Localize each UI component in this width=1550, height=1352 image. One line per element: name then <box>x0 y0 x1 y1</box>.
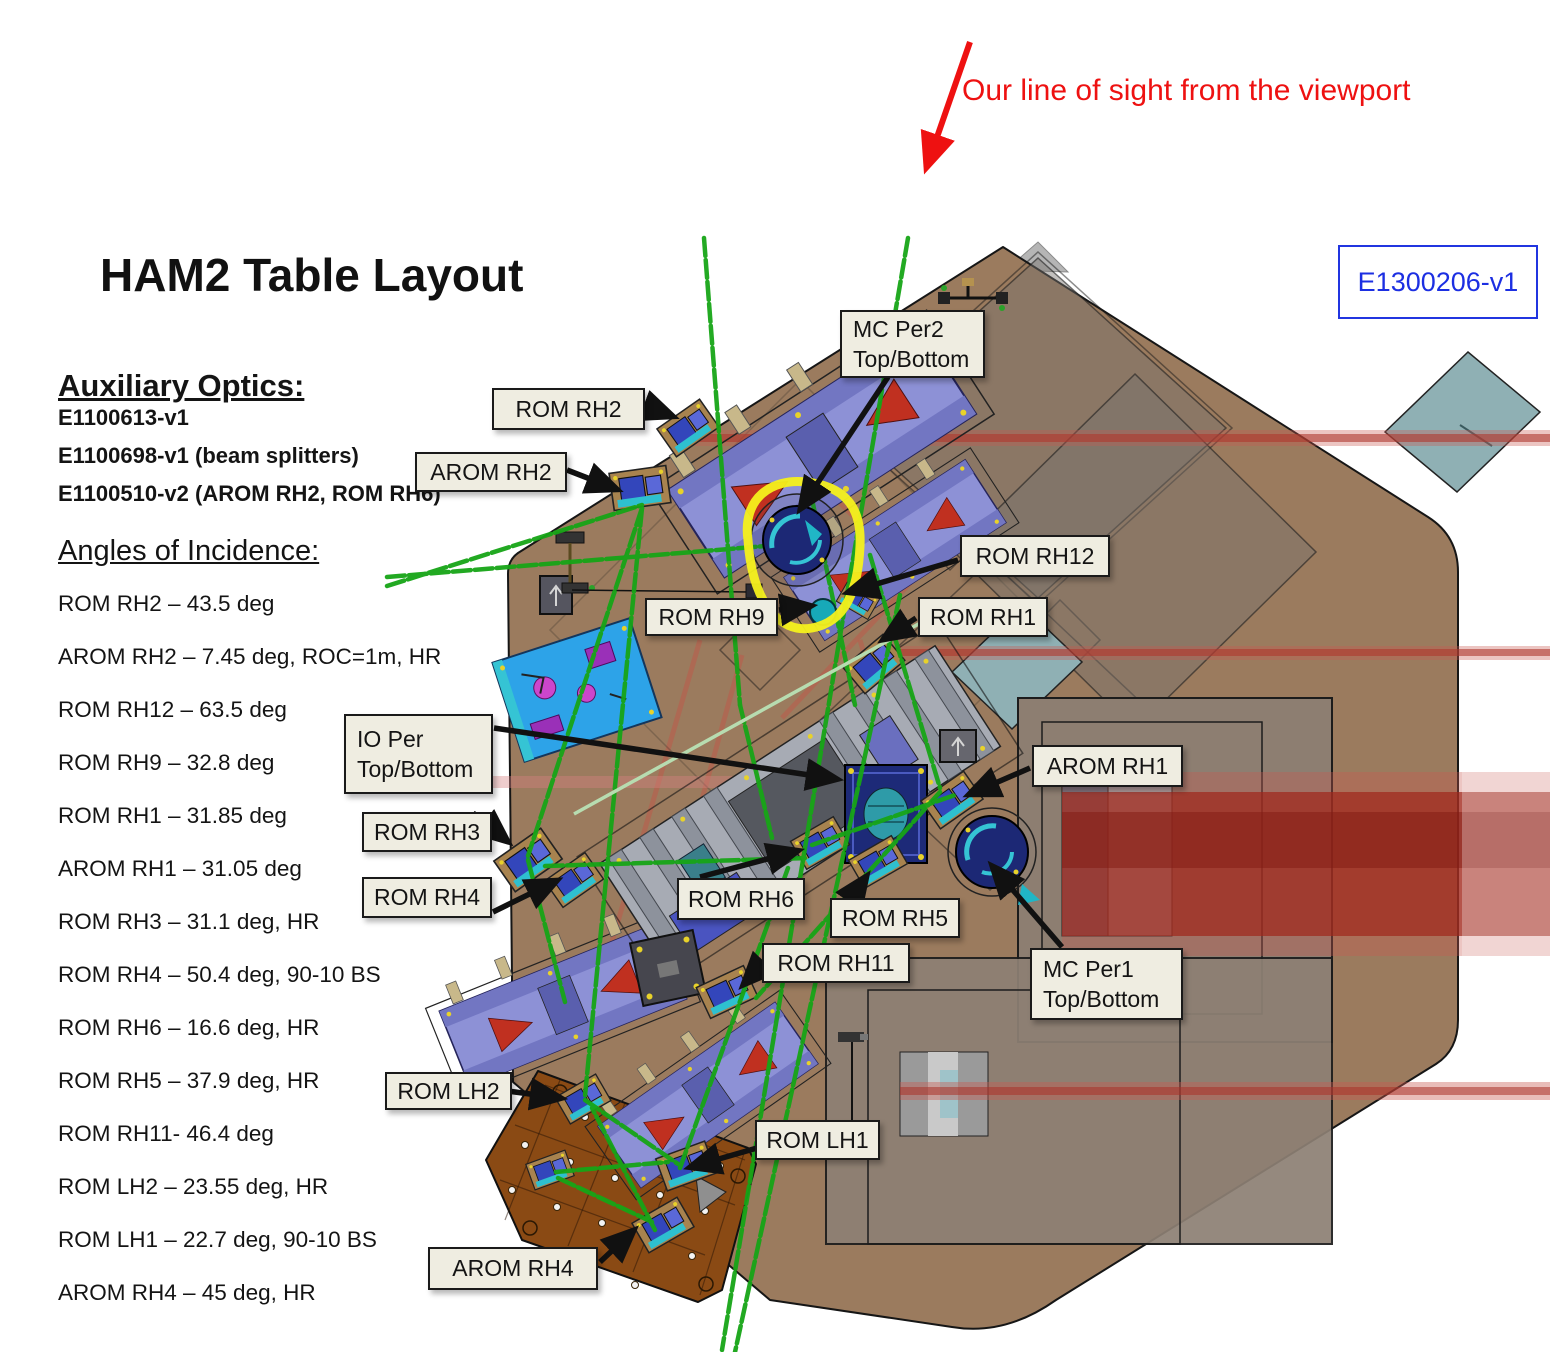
aoi-item: AROM RH4 – 45 deg, HR <box>58 1280 316 1305</box>
callout-rom-rh1: ROM RH1 <box>918 597 1048 637</box>
thick-red-beam <box>1062 772 1550 956</box>
teal-panel-top-right <box>1383 350 1542 494</box>
aoi-item: ROM RH5 – 37.9 deg, HR <box>58 1068 320 1093</box>
callout-rom-rh4: ROM RH4 <box>362 877 492 918</box>
aoi-item: ROM RH6 – 16.6 deg, HR <box>58 1015 320 1040</box>
callout-rom-rh3: ROM RH3 <box>362 812 492 852</box>
doc-ref-text: E1300206-v1 <box>1357 266 1519 297</box>
callout-mc-per2: MC Per2 Top/Bottom <box>840 310 985 378</box>
doc-ref-badge: E1300206-v1 <box>1338 245 1538 319</box>
callout-arrows <box>471 375 1065 1265</box>
aux-optics-heading: Auxiliary Optics: <box>58 368 305 403</box>
callout-rom-lh1: ROM LH1 <box>755 1120 880 1160</box>
aoi-heading: Angles of Incidence: <box>58 535 320 567</box>
aux-doc-line: E1100510-v2 (AROM RH2, ROM RH6) <box>58 481 441 506</box>
aoi-item: ROM RH11- 46.4 deg <box>58 1121 274 1146</box>
line-of-sight-note: Our line of sight from the viewport <box>962 74 1411 107</box>
callout-mc-per1: MC Per1 Top/Bottom <box>1030 948 1183 1020</box>
aoi-item: AROM RH1 – 31.05 deg <box>58 856 302 881</box>
aux-doc-line: E1100613-v1 <box>58 405 189 430</box>
line-of-sight-arrow <box>920 41 973 175</box>
callout-rom-rh11: ROM RH11 <box>762 943 910 983</box>
aoi-item: ROM RH1 – 31.85 deg <box>58 803 287 828</box>
aoi-item: ROM RH4 – 50.4 deg, 90-10 BS <box>58 962 381 987</box>
callout-rom-rh6: ROM RH6 <box>677 878 805 920</box>
aoi-item: ROM RH3 – 31.1 deg, HR <box>58 909 320 934</box>
callout-rom-rh5: ROM RH5 <box>830 898 960 938</box>
gray-square-right <box>939 729 977 763</box>
callout-arom-rh2: AROM RH2 <box>415 452 567 492</box>
gray-square-left <box>539 575 573 615</box>
top-t-bracket <box>938 278 1008 311</box>
aux-doc-line: E1100698-v1 (beam splitters) <box>58 443 359 468</box>
dark-square-component <box>628 928 708 1008</box>
callout-io-per: IO Per Top/Bottom <box>344 714 493 794</box>
plate-triangle-widget <box>695 1175 727 1213</box>
page-title: HAM2 Table Layout <box>100 249 524 301</box>
aoi-item: ROM RH2 – 43.5 deg <box>58 591 275 616</box>
aoi-item: ROM RH12 – 63.5 deg <box>58 697 287 722</box>
callout-arom-rh4: AROM RH4 <box>428 1247 598 1290</box>
callout-rom-rh12: ROM RH12 <box>960 535 1110 577</box>
callout-arom-rh1: AROM RH1 <box>1032 745 1183 787</box>
callout-rom-rh2: ROM RH2 <box>492 388 645 430</box>
aoi-item: ROM LH1 – 22.7 deg, 90-10 BS <box>58 1227 377 1252</box>
aoi-list: ROM RH2 – 43.5 deg AROM RH2 – 7.45 deg, … <box>58 591 488 1333</box>
callout-rom-lh2: ROM LH2 <box>385 1072 512 1110</box>
callout-rom-rh9: ROM RH9 <box>645 598 778 636</box>
aoi-item: ROM RH9 – 32.8 deg <box>58 750 275 775</box>
aoi-item: AROM RH2 – 7.45 deg, ROC=1m, HR <box>58 644 442 669</box>
sidebar: Auxiliary Optics: E1100613-v1 E1100698-v… <box>58 368 488 1333</box>
aoi-item: ROM LH2 – 23.55 deg, HR <box>58 1174 329 1199</box>
